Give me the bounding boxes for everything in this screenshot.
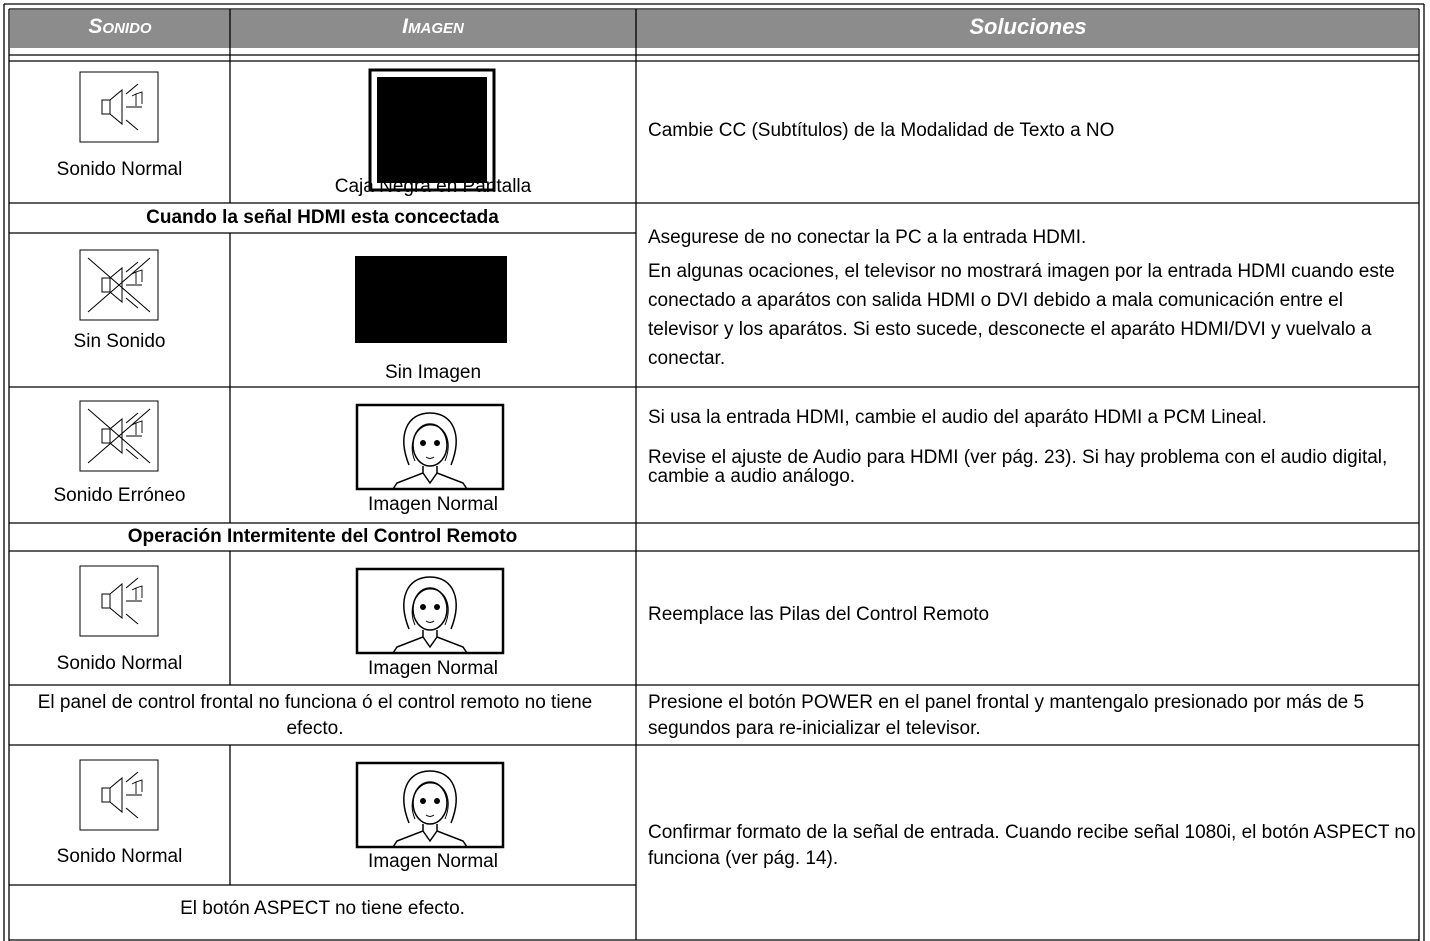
picture-label: Imagen Normal	[368, 851, 498, 872]
condition: Operación Intermitente del Control Remot…	[127, 526, 518, 547]
condition: Cuando la señal HDMI esta concectada	[146, 207, 499, 228]
solution: Cambie CC (Subtítulos) de la Modalidad d…	[648, 120, 1115, 141]
condition: El panel de control frontal no funciona …	[37, 692, 593, 739]
sound-label: Sonido Normal	[56, 653, 183, 674]
sound-label: Sonido Normal	[56, 846, 183, 867]
solution: Presione el botón POWER en el panel fron…	[648, 692, 1365, 739]
picture-label: Imagen Normal	[368, 658, 498, 679]
picture-label: Sin Imagen	[384, 362, 482, 383]
sound-label: Sin Sonido	[73, 331, 166, 352]
picture-label: Caja Negra en Pantalla	[334, 176, 532, 197]
header-cell: Imagen	[402, 15, 464, 38]
solution: Revise el ajuste de Audio para HDMI (ver…	[648, 447, 1388, 487]
sound-label: Sonido Normal	[56, 159, 183, 180]
solution: Asegurese de no conectar la PC a la entr…	[648, 227, 1087, 248]
sound-label: Sonido Erróneo	[53, 485, 186, 506]
solution: Confirmar formato de la señal de entrada…	[648, 822, 1416, 869]
solution: En algunas ocaciones, el televisor no mo…	[648, 261, 1395, 369]
header-cell: Soluciones	[969, 14, 1087, 39]
picture-label: Imagen Normal	[368, 494, 498, 515]
solution: Si usa la entrada HDMI, cambie el audio …	[648, 407, 1267, 428]
header-cell: Sonido	[88, 15, 152, 38]
condition: El botón ASPECT no tiene efecto.	[180, 898, 465, 919]
solution: Reemplace las Pilas del Control Remoto	[648, 604, 990, 625]
